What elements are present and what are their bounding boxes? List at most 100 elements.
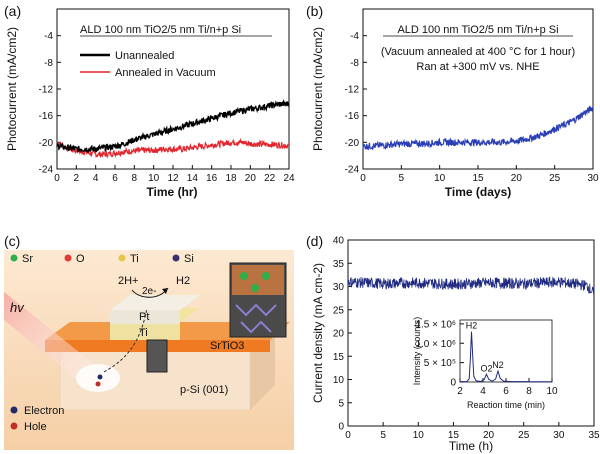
chart-a-ytick-label-1: -8 [44, 58, 53, 69]
inset-xtick-label-4: 10 [546, 386, 558, 397]
chart-b-xtick-label-4: 20 [511, 173, 523, 184]
chart-a-ytick-label-0: -4 [44, 31, 53, 42]
chart-d-ytick-label-5: 25 [333, 305, 345, 316]
chart-a-series-0 [56, 98, 290, 154]
chart-d: Time (h) Current density (mA cm-2) React… [311, 236, 600, 454]
srtio3-label: SrTiO3 [210, 340, 244, 352]
chart-a-xtick-label-0: 0 [54, 173, 60, 184]
chart-d-xtick-label-3: 15 [448, 430, 460, 441]
chart-a-xlabel: Time (hr) [146, 185, 197, 199]
inset-ytick-label-0: 0 [450, 378, 456, 389]
inset-peak-label-1: O2 [480, 363, 492, 373]
chart-d-ytick-label-8: 40 [333, 236, 345, 247]
chart-b-xtick-label-6: 30 [587, 173, 599, 184]
chart-d-xlabel: Time (h) [449, 439, 493, 453]
legend-o-dot [64, 254, 72, 262]
legend-electron-dot [10, 406, 18, 414]
chart-d-xtick-label-0: 0 [345, 430, 351, 441]
chart-a-xtick-label-8: 16 [206, 173, 218, 184]
ti-label: Ti [139, 327, 148, 339]
chart-b-ytick-label-1: -8 [350, 58, 359, 69]
inset-ylabel: Intensity (counts) [412, 317, 422, 386]
reaction-protons: 2H+ [118, 275, 139, 287]
chart-a-xtick-label-11: 22 [264, 173, 276, 184]
chart-a-ytick-label-5: -24 [39, 165, 54, 176]
inset-xtick-label-0: 2 [457, 386, 463, 397]
pt-label: Pt [139, 311, 149, 323]
legend-sr-dot [10, 254, 18, 262]
chart-a-xtick-label-12: 24 [283, 173, 295, 184]
substrate-label: p-Si (001) [180, 384, 228, 396]
legend-ti-label: Ti [130, 253, 139, 265]
reaction-product: H2 [176, 275, 190, 287]
chart-a-xtick-label-2: 4 [93, 173, 99, 184]
panel-label-a: (a) [4, 3, 21, 19]
chart-b-xlabel: Time (days) [445, 185, 511, 199]
legend-label-annealed: Annealed in Vacuum [115, 67, 216, 79]
legend-hole-dot [10, 422, 18, 430]
chart-b-xtick-label-0: 0 [360, 173, 366, 184]
chart-b-ytick-label-0: -4 [350, 31, 359, 42]
spot-hole [95, 381, 101, 387]
inset-xlabel: Reaction time (min) [467, 400, 545, 410]
chart-b-ytick-label-3: -16 [345, 111, 360, 122]
chart-b-series-0 [362, 105, 594, 151]
inset-xtick-label-2: 6 [503, 386, 509, 397]
chart-a-xtick-label-9: 18 [225, 173, 237, 184]
reaction-electrons: 2e- [142, 286, 156, 297]
chart-a-xtick-label-7: 14 [187, 173, 199, 184]
crystal-sr-2 [262, 272, 270, 280]
panel-label-d: (d) [306, 233, 323, 249]
chart-a-series-1 [56, 137, 290, 159]
chart-d-ytick-label-4: 20 [333, 329, 345, 340]
chart-a-xtick-label-4: 8 [132, 173, 138, 184]
inset-peak-label-0: H2 [466, 321, 478, 331]
chart-a-ytick-label-4: -20 [39, 138, 54, 149]
inset-xtick-label-3: 8 [526, 386, 532, 397]
chart-d-ytick-label-0: 0 [338, 422, 344, 433]
chart-b-note-1: (Vacuum annealed at 400 °C for 1 hour) [381, 46, 575, 58]
chart-b-ytick-label-5: -24 [345, 165, 360, 176]
chart-b-xtick-label-3: 15 [472, 173, 484, 184]
legend-si-dot [172, 254, 180, 262]
chart-b-note-2: Ran at +300 mV vs. NHE [416, 61, 539, 73]
chart-a-ytick-label-2: -12 [39, 85, 54, 96]
ti-layer [110, 322, 180, 340]
inset-series-0 [460, 331, 552, 383]
chart-b-title: ALD 100 nm TiO2/5 nm Ti/n+p Si [397, 24, 558, 36]
legend-ti-dot [118, 254, 126, 262]
chart-d-ylabel: Current density (mA cm-2) [311, 263, 325, 403]
chart-a-ylabel: Photocurrent (mA/cm2) [5, 27, 19, 151]
chart-a-xtick-label-5: 10 [148, 173, 160, 184]
panel-label-b: (b) [306, 3, 323, 19]
light-label: hv [10, 300, 25, 315]
chart-b-ytick-label-4: -20 [345, 138, 360, 149]
chart-d-xtick-label-7: 35 [588, 430, 600, 441]
chart-d-xtick-label-1: 5 [380, 430, 386, 441]
chart-d-ytick-label-2: 10 [333, 375, 345, 386]
chart-d-ytick-label-1: 5 [338, 398, 344, 409]
chart-d-ytick-label-7: 35 [333, 259, 345, 270]
chart-a-xtick-label-1: 2 [74, 173, 80, 184]
legend-si-label: Si [184, 253, 194, 265]
light-beam [4, 292, 104, 392]
chart-b-ytick-label-2: -12 [345, 85, 360, 96]
chart-a-ytick-label-3: -16 [39, 111, 54, 122]
inset-ytick-label-2: 1.0 × 10⁶ [415, 339, 456, 350]
crystal-sr-1 [240, 272, 248, 280]
chart-b-ylabel: Photocurrent (mA/cm2) [311, 27, 325, 151]
chart-d-series-0 [347, 276, 595, 295]
chart-d-ytick-label-6: 30 [333, 282, 345, 293]
inset-ytick-label-1: 5 × 10⁵ [424, 358, 456, 369]
legend-o-label: O [76, 253, 85, 265]
legend-hole-label: Hole [24, 421, 47, 433]
chart-d-xtick-label-2: 10 [413, 430, 425, 441]
panel-label-c: (c) [4, 233, 20, 249]
chart-a-xtick-label-6: 12 [167, 173, 179, 184]
pt-top [110, 295, 200, 310]
chart-a-xtick-label-10: 20 [245, 173, 257, 184]
inset-xtick-label-1: 4 [480, 386, 486, 397]
chart-d-xtick-label-4: 20 [483, 430, 495, 441]
chart-b: ALD 100 nm TiO2/5 nm Ti/n+p Si (Vacuum a… [311, 8, 599, 199]
